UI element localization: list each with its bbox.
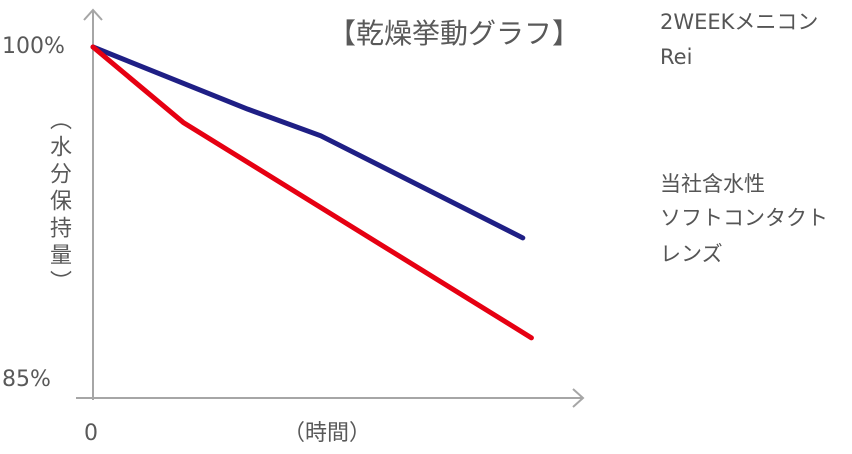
- legend-blue-line1: 2WEEKメニコン: [660, 10, 819, 34]
- y-tick-85: 85%: [2, 367, 51, 392]
- series-line-0: [90, 44, 526, 241]
- legend-red-line3: レンズ: [660, 242, 723, 266]
- legend-red-line1: 当社含水性: [660, 172, 765, 196]
- x-axis-arrow: [572, 388, 585, 408]
- legend-blue-line2: Rei: [660, 45, 693, 69]
- y-tick-100: 100%: [2, 34, 65, 59]
- y-axis-label: （水分保持量）: [46, 108, 71, 297]
- x-axis-label: （時間）: [283, 421, 372, 446]
- y-axis-arrow: [83, 8, 103, 21]
- series-line-1: [90, 44, 534, 341]
- legend-red-line2: ソフトコンタクト: [660, 206, 828, 230]
- x-tick-0: 0: [84, 421, 98, 446]
- chart-title: 【乾燥挙動グラフ】: [328, 17, 581, 50]
